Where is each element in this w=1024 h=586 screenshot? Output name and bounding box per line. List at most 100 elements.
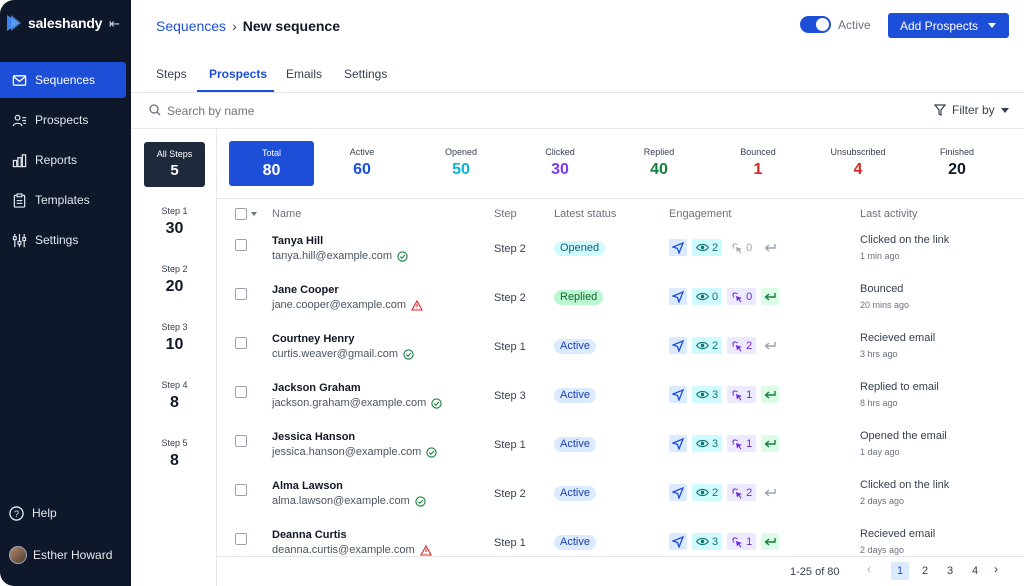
opens-indicator[interactable]: 2 <box>692 484 723 501</box>
stat-unsubscribed[interactable]: Unsubscribed 4 <box>818 147 898 179</box>
clicks-indicator[interactable]: 2 <box>727 484 757 501</box>
all-steps-button[interactable]: All Steps 5 <box>144 142 205 187</box>
row-checkbox[interactable] <box>235 288 247 300</box>
opens-indicator[interactable]: 3 <box>692 533 723 550</box>
page-1[interactable]: 1 <box>891 562 909 580</box>
step-filter-5[interactable]: Step 5 8 <box>144 438 205 470</box>
prospect-name[interactable]: Jackson Graham <box>272 382 361 394</box>
sent-indicator[interactable] <box>669 337 687 354</box>
reply-indicator[interactable] <box>761 239 779 256</box>
row-checkbox[interactable] <box>235 386 247 398</box>
breadcrumb-sequences-link[interactable]: Sequences <box>156 18 227 34</box>
step-filter-1[interactable]: Step 1 30 <box>144 206 205 238</box>
opens-indicator[interactable]: 2 <box>692 337 723 354</box>
sent-indicator[interactable] <box>669 288 687 305</box>
reply-indicator[interactable] <box>761 337 779 354</box>
caret-down-icon[interactable] <box>251 212 257 216</box>
row-checkbox[interactable] <box>235 533 247 545</box>
step-count: 10 <box>165 336 184 353</box>
verified-check-icon <box>426 446 438 458</box>
opens-indicator[interactable]: 3 <box>692 435 723 452</box>
page-3[interactable]: 3 <box>946 565 954 577</box>
chevron-right-icon[interactable]: › <box>994 562 998 576</box>
prospect-email-wrap: deanna.curtis@example.com <box>272 544 432 556</box>
clicks-count: 0 <box>746 290 753 303</box>
clicks-indicator[interactable]: 1 <box>727 386 757 403</box>
stat-opened[interactable]: Opened 50 <box>421 147 501 179</box>
reply-indicator[interactable] <box>761 288 780 305</box>
sent-indicator[interactable] <box>669 533 687 550</box>
chevron-left-icon[interactable]: ‹ <box>867 562 871 576</box>
sent-indicator[interactable] <box>669 386 687 403</box>
reply-indicator[interactable] <box>761 386 780 403</box>
prospect-name[interactable]: Tanya Hill <box>272 235 324 247</box>
app-logo[interactable]: saleshandy <box>6 14 102 32</box>
prospect-name[interactable]: Alma Lawson <box>272 480 343 492</box>
add-prospects-button[interactable]: Add Prospects <box>888 13 1009 38</box>
reply-indicator[interactable] <box>761 533 780 550</box>
tab-steps[interactable]: Steps <box>156 67 187 81</box>
clicks-indicator[interactable]: 0 <box>727 239 756 256</box>
row-checkbox[interactable] <box>235 239 247 251</box>
row-checkbox[interactable] <box>235 484 247 496</box>
help-link[interactable]: ? Help <box>0 500 131 526</box>
sidebar-item-sequences[interactable]: Sequences <box>0 62 126 98</box>
step-filter-4[interactable]: Step 4 8 <box>144 380 205 412</box>
table-row[interactable]: Deanna Curtis deanna.curtis@example.com St… <box>217 522 1024 556</box>
table-row[interactable]: Jane Cooper jane.cooper@example.com Step 2… <box>217 277 1024 326</box>
step-filter-2[interactable]: Step 2 20 <box>144 264 205 296</box>
clicks-indicator[interactable]: 1 <box>727 533 757 550</box>
sent-indicator[interactable] <box>669 435 687 452</box>
tab-prospects[interactable]: Prospects <box>209 67 268 81</box>
sidebar-item-settings[interactable]: Settings <box>0 222 131 258</box>
row-checkbox[interactable] <box>235 435 247 447</box>
reply-indicator[interactable] <box>761 484 779 501</box>
table-row[interactable]: Jackson Graham jackson.graham@example.com… <box>217 375 1024 424</box>
table-row[interactable]: Courtney Henry curtis.weaver@gmail.com Ste… <box>217 326 1024 375</box>
table-row[interactable]: Alma Lawson alma.lawson@example.com Step 2… <box>217 473 1024 522</box>
sidebar-item-reports[interactable]: Reports <box>0 142 131 178</box>
stat-replied[interactable]: Replied 40 <box>619 147 699 179</box>
active-toggle[interactable] <box>800 16 831 33</box>
sidebar-item-prospects[interactable]: Prospects <box>0 102 131 138</box>
user-profile[interactable]: Esther Howard <box>0 542 131 568</box>
sent-indicator[interactable] <box>669 484 687 501</box>
stat-label: Clicked <box>545 147 575 157</box>
opens-indicator[interactable]: 0 <box>692 288 723 305</box>
search-input[interactable] <box>167 102 467 120</box>
stat-total[interactable]: Total 80 <box>229 141 314 186</box>
stat-bounced[interactable]: Bounced 1 <box>718 147 798 179</box>
tab-emails[interactable]: Emails <box>286 67 323 81</box>
clicks-indicator[interactable]: 2 <box>727 337 757 354</box>
prospect-name[interactable]: Courtney Henry <box>272 333 355 345</box>
clicks-indicator[interactable]: 1 <box>727 435 757 452</box>
status-badge: Replied <box>554 290 604 305</box>
prospect-name[interactable]: Jessica Hanson <box>272 431 356 443</box>
clicks-indicator[interactable]: 0 <box>727 288 757 305</box>
stat-label: Finished <box>939 147 975 157</box>
page-4[interactable]: 4 <box>971 565 979 577</box>
prospect-name[interactable]: Jane Cooper <box>272 284 339 296</box>
prospect-step: Step 2 <box>494 488 526 500</box>
opens-indicator[interactable]: 3 <box>692 386 723 403</box>
tab-settings[interactable]: Settings <box>344 67 388 81</box>
page-2[interactable]: 2 <box>921 565 929 577</box>
prospect-name[interactable]: Deanna Curtis <box>272 529 347 541</box>
select-all-checkbox[interactable] <box>235 208 247 220</box>
collapse-sidebar-icon[interactable]: ⇤ <box>109 16 120 31</box>
sent-indicator[interactable] <box>669 239 687 256</box>
stat-clicked[interactable]: Clicked 30 <box>520 147 600 179</box>
step-filter-3[interactable]: Step 3 10 <box>144 322 205 354</box>
sidebar-item-templates[interactable]: Templates <box>0 182 131 218</box>
stat-finished[interactable]: Finished 20 <box>917 147 997 179</box>
opens-indicator[interactable]: 2 <box>692 239 723 256</box>
reply-indicator[interactable] <box>761 435 780 452</box>
table-row[interactable]: Tanya Hill tanya.hill@example.com Step 2 Op… <box>217 228 1024 277</box>
table-row[interactable]: Jessica Hanson jessica.hanson@example.com… <box>217 424 1024 473</box>
stat-active[interactable]: Active 60 <box>322 147 402 179</box>
filter-by-button[interactable]: Filter by <box>934 103 1009 117</box>
stat-value: 80 <box>262 162 281 179</box>
row-checkbox[interactable] <box>235 337 247 349</box>
eye-icon <box>696 292 709 301</box>
